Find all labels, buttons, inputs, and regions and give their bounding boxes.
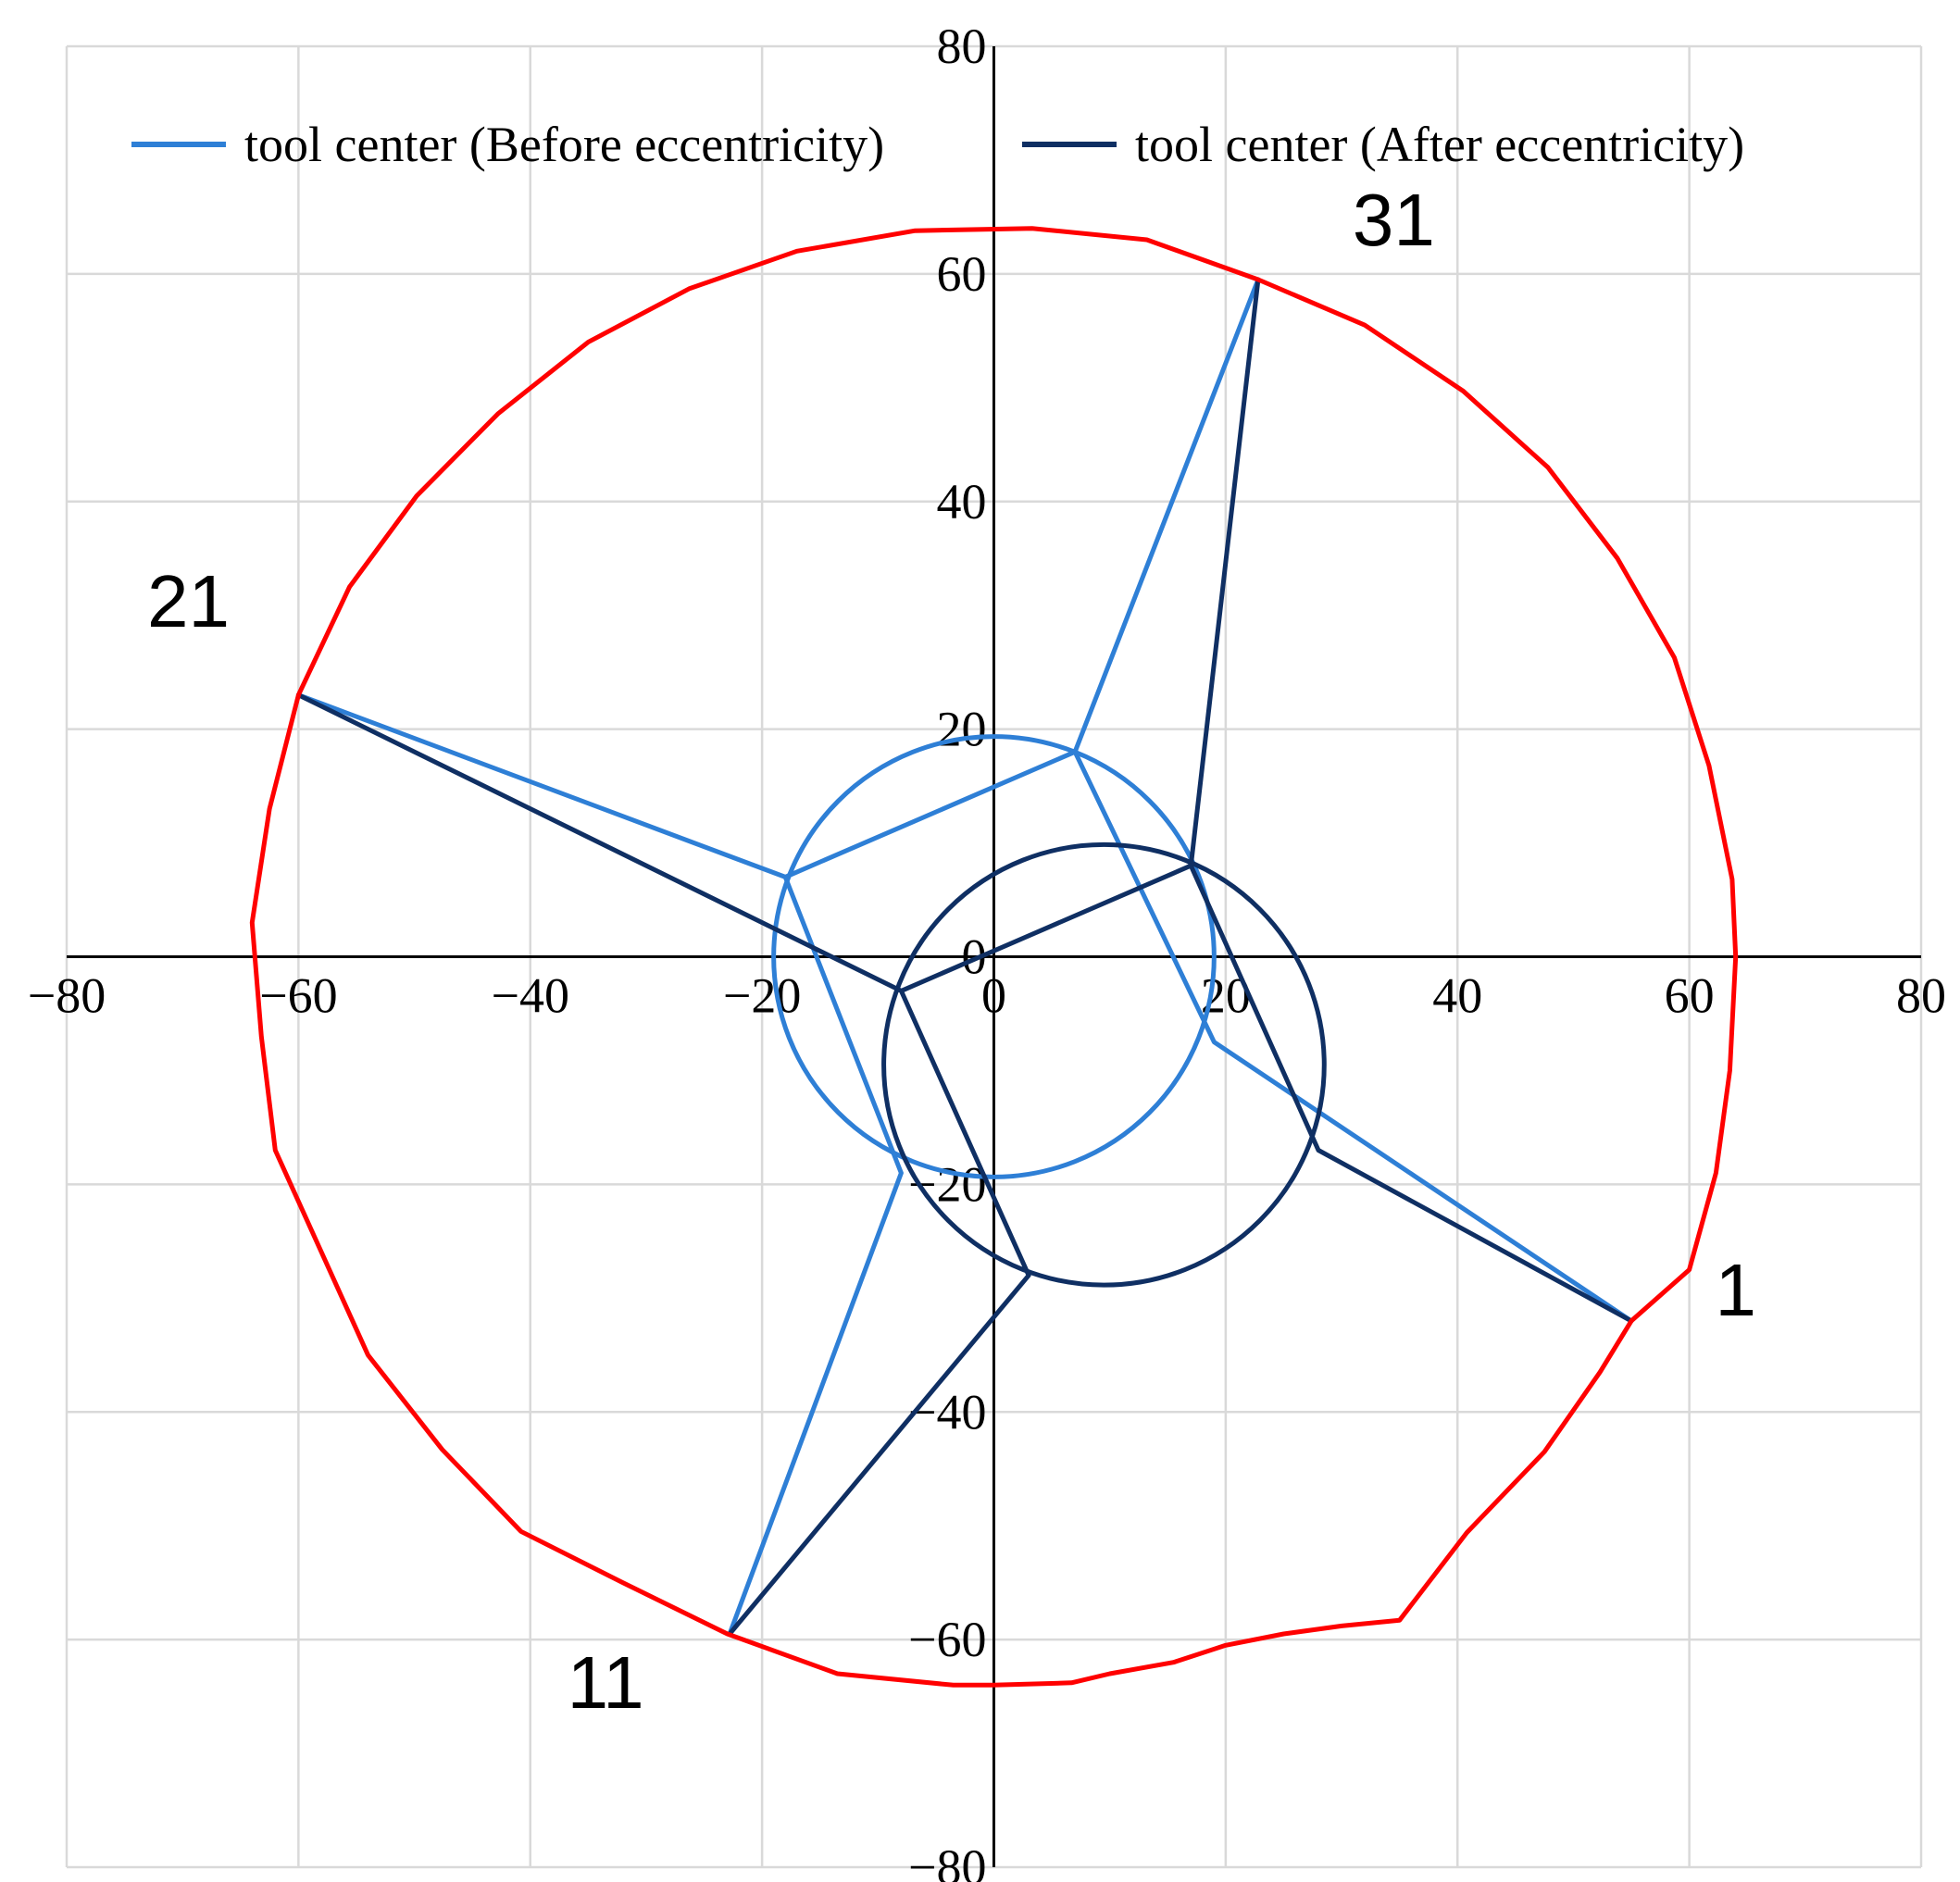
legend-label: tool center (Before eccentricity)	[244, 117, 884, 172]
legend: tool center (Before eccentricity) tool ce…	[131, 117, 1744, 172]
x-tick-label: −40	[492, 968, 569, 1024]
x-tick-label: 60	[1665, 968, 1715, 1024]
annotation-label: 21	[147, 560, 230, 642]
y-tick-label: 80	[937, 19, 987, 74]
y-tick-label: −40	[908, 1384, 986, 1440]
y-tick-label: −80	[908, 1839, 986, 1882]
series-0-line	[295, 277, 1634, 1637]
series-group	[249, 226, 1739, 1688]
y-tick-label: 40	[937, 474, 987, 530]
x-tick-label: 0	[981, 968, 1006, 1024]
series-1-circle	[881, 841, 1327, 1288]
annotation-label: 31	[1353, 179, 1435, 261]
series-0-circle	[771, 734, 1217, 1179]
axes: −80 −60 −40 −20 0 20 40 60 80−80−60−40−200204060…	[28, 19, 1946, 1882]
x-tick-label: −60	[259, 968, 337, 1024]
x-tick-label: −80	[28, 968, 106, 1024]
x-tick-label: 80	[1896, 968, 1946, 1024]
series-2-line	[249, 226, 1739, 1688]
annotation-label: 1	[1715, 1249, 1756, 1331]
y-tick-label: 60	[937, 246, 987, 302]
y-tick-label: 20	[937, 702, 987, 757]
series-1-line	[295, 277, 1634, 1637]
legend-label: tool center (After eccentricity)	[1135, 117, 1744, 172]
y-tick-label: −60	[908, 1612, 986, 1667]
x-tick-label: −20	[723, 968, 801, 1024]
annotation-label: 11	[568, 1641, 644, 1724]
x-tick-label: 40	[1432, 968, 1482, 1024]
